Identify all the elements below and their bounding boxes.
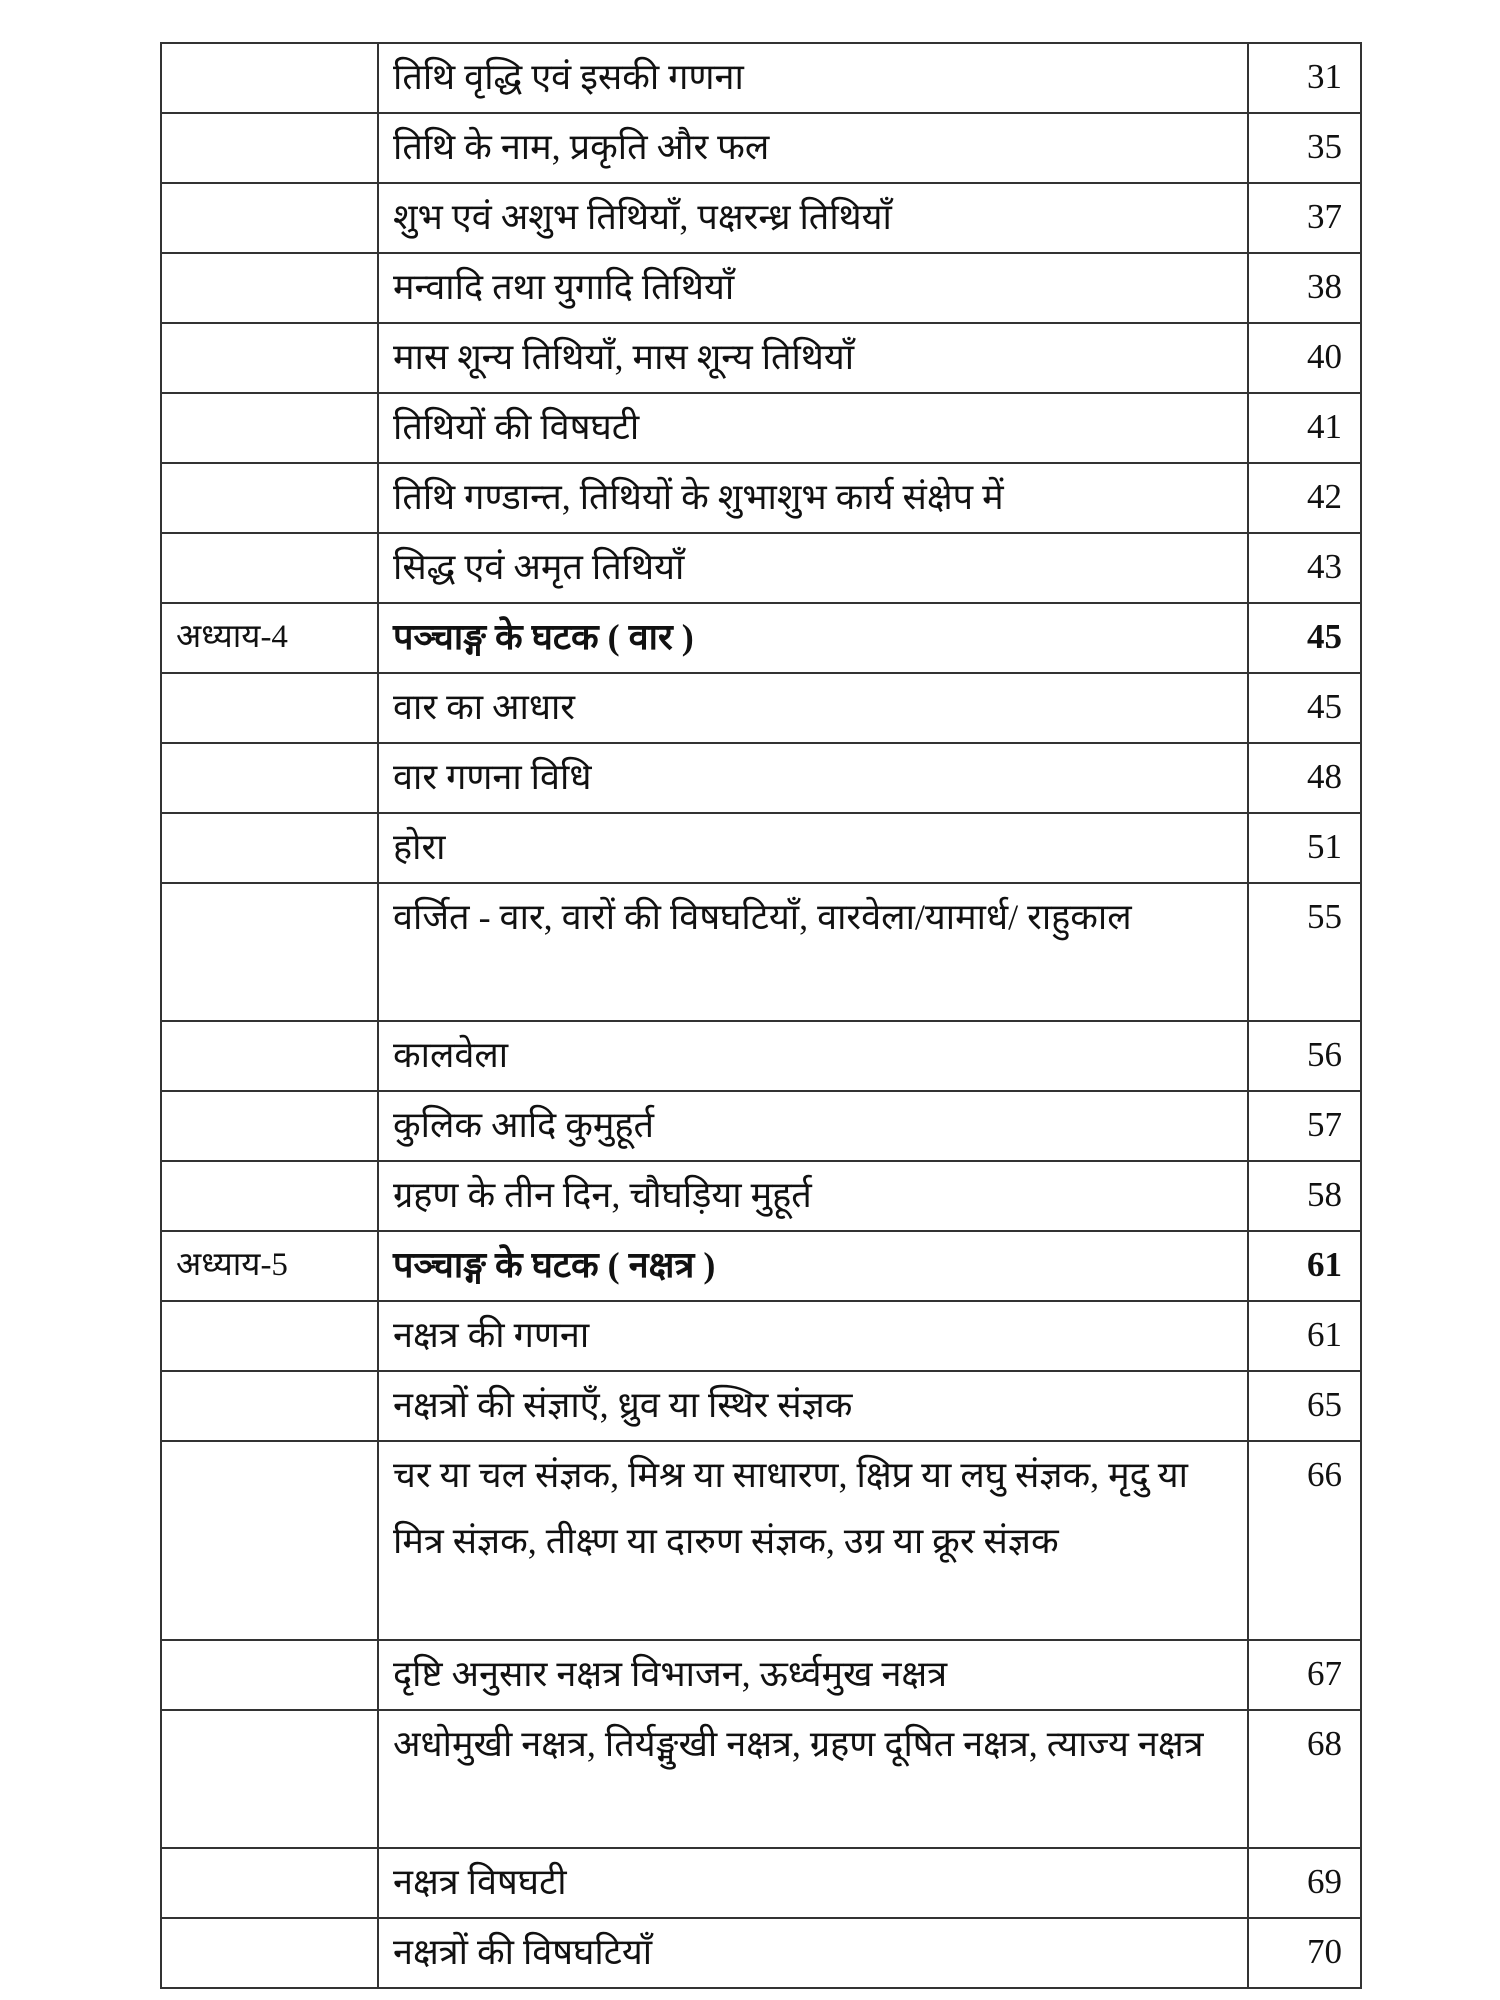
- chapter-label: [160, 42, 379, 114]
- toc-row: अधोमुखी नक्षत्र, तिर्यङ्मुखी नक्षत्र, ग्…: [160, 1709, 1362, 1849]
- page-number: 48: [1247, 742, 1362, 814]
- page-number: 58: [1247, 1160, 1362, 1232]
- chapter-label: [160, 182, 379, 254]
- page-number: 69: [1247, 1847, 1362, 1919]
- page-number: 43: [1247, 532, 1362, 604]
- chapter-label: [160, 672, 379, 744]
- chapter-label: [160, 1917, 379, 1989]
- toc-row: कालवेला 56: [160, 1020, 1362, 1092]
- chapter-label: [160, 322, 379, 394]
- chapter-label: [160, 462, 379, 534]
- toc-row: कुलिक आदि कुमुहूर्त 57: [160, 1090, 1362, 1162]
- page-number: 61: [1247, 1230, 1362, 1302]
- entry-title: शुभ एवं अशुभ तिथियाँ, पक्षरन्ध्र तिथियाँ: [377, 182, 1249, 254]
- page-number: 38: [1247, 252, 1362, 324]
- toc-row: मास शून्य तिथियाँ, मास शून्य तिथियाँ 40: [160, 322, 1362, 394]
- entry-title: मास शून्य तिथियाँ, मास शून्य तिथियाँ: [377, 322, 1249, 394]
- entry-title: ग्रहण के तीन दिन, चौघड़िया मुहूर्त: [377, 1160, 1249, 1232]
- entry-title: सिद्ध एवं अमृत तिथियाँ: [377, 532, 1249, 604]
- page-number: 66: [1247, 1440, 1362, 1641]
- page-number: 40: [1247, 322, 1362, 394]
- entry-title: नक्षत्र विषघटी: [377, 1847, 1249, 1919]
- page-number: 42: [1247, 462, 1362, 534]
- entry-title: तिथि गण्डान्त, तिथियों के शुभाशुभ कार्य …: [377, 462, 1249, 534]
- page-number: 35: [1247, 112, 1362, 184]
- page-number: 41: [1247, 392, 1362, 464]
- toc-row: वार गणना विधि 48: [160, 742, 1362, 814]
- entry-title: चर या चल संज्ञक, मिश्र या साधारण, क्षिप्…: [377, 1440, 1249, 1641]
- chapter-label: [160, 112, 379, 184]
- toc-row: सिद्ध एवं अमृत तिथियाँ 43: [160, 532, 1362, 604]
- chapter-label: [160, 812, 379, 884]
- chapter-label: [160, 882, 379, 1022]
- chapter-label: अध्याय-5: [160, 1230, 379, 1302]
- chapter-label: [160, 1090, 379, 1162]
- entry-title: नक्षत्र की गणना: [377, 1300, 1249, 1372]
- entry-title: नक्षत्रों की विषघटियाँ: [377, 1917, 1249, 1989]
- page-number: 31: [1247, 42, 1362, 114]
- entry-title: वार गणना विधि: [377, 742, 1249, 814]
- chapter-label: [160, 1160, 379, 1232]
- toc-body: तिथि वृद्धि एवं इसकी गणना 31 तिथि के नाम, …: [160, 42, 1362, 1989]
- toc-row: चर या चल संज्ञक, मिश्र या साधारण, क्षिप्…: [160, 1440, 1362, 1641]
- entry-title: कुलिक आदि कुमुहूर्त: [377, 1090, 1249, 1162]
- entry-title: कालवेला: [377, 1020, 1249, 1092]
- entry-title: तिथि वृद्धि एवं इसकी गणना: [377, 42, 1249, 114]
- entry-title: वार का आधार: [377, 672, 1249, 744]
- toc-row: तिथियों की विषघटी 41: [160, 392, 1362, 464]
- page-number: 37: [1247, 182, 1362, 254]
- page-number: 51: [1247, 812, 1362, 884]
- entry-title: मन्वादि तथा युगादि तिथियाँ: [377, 252, 1249, 324]
- page-number: 45: [1247, 672, 1362, 744]
- page-number: 70: [1247, 1917, 1362, 1989]
- page-number: 61: [1247, 1300, 1362, 1372]
- entry-title: पञ्चाङ्ग के घटक ( नक्षत्र ): [377, 1230, 1249, 1302]
- chapter-label: [160, 1639, 379, 1711]
- toc-row: ग्रहण के तीन दिन, चौघड़िया मुहूर्त 58: [160, 1160, 1362, 1232]
- page-number: 65: [1247, 1370, 1362, 1442]
- chapter-label: [160, 252, 379, 324]
- chapter-label: [160, 1440, 379, 1641]
- chapter-label: [160, 532, 379, 604]
- page-number: 57: [1247, 1090, 1362, 1162]
- toc-row: नक्षत्रों की विषघटियाँ 70: [160, 1917, 1362, 1989]
- toc-row: नक्षत्रों की संज्ञाएँ, ध्रुव या स्थिर सं…: [160, 1370, 1362, 1442]
- page-number: 56: [1247, 1020, 1362, 1092]
- toc-row: तिथि के नाम, प्रकृति और फल 35: [160, 112, 1362, 184]
- toc-row: वार का आधार 45: [160, 672, 1362, 744]
- toc-row: शुभ एवं अशुभ तिथियाँ, पक्षरन्ध्र तिथियाँ…: [160, 182, 1362, 254]
- chapter-label: [160, 1847, 379, 1919]
- toc-row: होरा 51: [160, 812, 1362, 884]
- chapter-label: [160, 1300, 379, 1372]
- entry-title: पञ्चाङ्ग के घटक ( वार ): [377, 602, 1249, 674]
- chapter-label: अध्याय-4: [160, 602, 379, 674]
- page-number: 55: [1247, 882, 1362, 1022]
- chapter-label: [160, 1709, 379, 1849]
- chapter-label: [160, 1370, 379, 1442]
- page-number: 45: [1247, 602, 1362, 674]
- entry-title: वर्जित - वार, वारों की विषघटियाँ, वारवेल…: [377, 882, 1249, 1022]
- toc-row: वर्जित - वार, वारों की विषघटियाँ, वारवेल…: [160, 882, 1362, 1022]
- chapter-heading-row: अध्याय-5 पञ्चाङ्ग के घटक ( नक्षत्र ) 61: [160, 1230, 1362, 1302]
- entry-title: अधोमुखी नक्षत्र, तिर्यङ्मुखी नक्षत्र, ग्…: [377, 1709, 1249, 1849]
- toc-row: तिथि गण्डान्त, तिथियों के शुभाशुभ कार्य …: [160, 462, 1362, 534]
- table-of-contents: तिथि वृद्धि एवं इसकी गणना 31 तिथि के नाम, …: [160, 42, 1362, 1989]
- chapter-heading-row: अध्याय-4 पञ्चाङ्ग के घटक ( वार ) 45: [160, 602, 1362, 674]
- toc-row: नक्षत्र विषघटी 69: [160, 1847, 1362, 1919]
- chapter-label: [160, 742, 379, 814]
- entry-title: तिथियों की विषघटी: [377, 392, 1249, 464]
- toc-row: तिथि वृद्धि एवं इसकी गणना 31: [160, 42, 1362, 114]
- entry-title: दृष्टि अनुसार नक्षत्र विभाजन, ऊर्ध्वमुख …: [377, 1639, 1249, 1711]
- entry-title: तिथि के नाम, प्रकृति और फल: [377, 112, 1249, 184]
- toc-row: दृष्टि अनुसार नक्षत्र विभाजन, ऊर्ध्वमुख …: [160, 1639, 1362, 1711]
- entry-title: नक्षत्रों की संज्ञाएँ, ध्रुव या स्थिर सं…: [377, 1370, 1249, 1442]
- chapter-label: [160, 1020, 379, 1092]
- entry-title: होरा: [377, 812, 1249, 884]
- toc-row: नक्षत्र की गणना 61: [160, 1300, 1362, 1372]
- toc-row: मन्वादि तथा युगादि तिथियाँ 38: [160, 252, 1362, 324]
- page-number: 67: [1247, 1639, 1362, 1711]
- chapter-label: [160, 392, 379, 464]
- page-number: 68: [1247, 1709, 1362, 1849]
